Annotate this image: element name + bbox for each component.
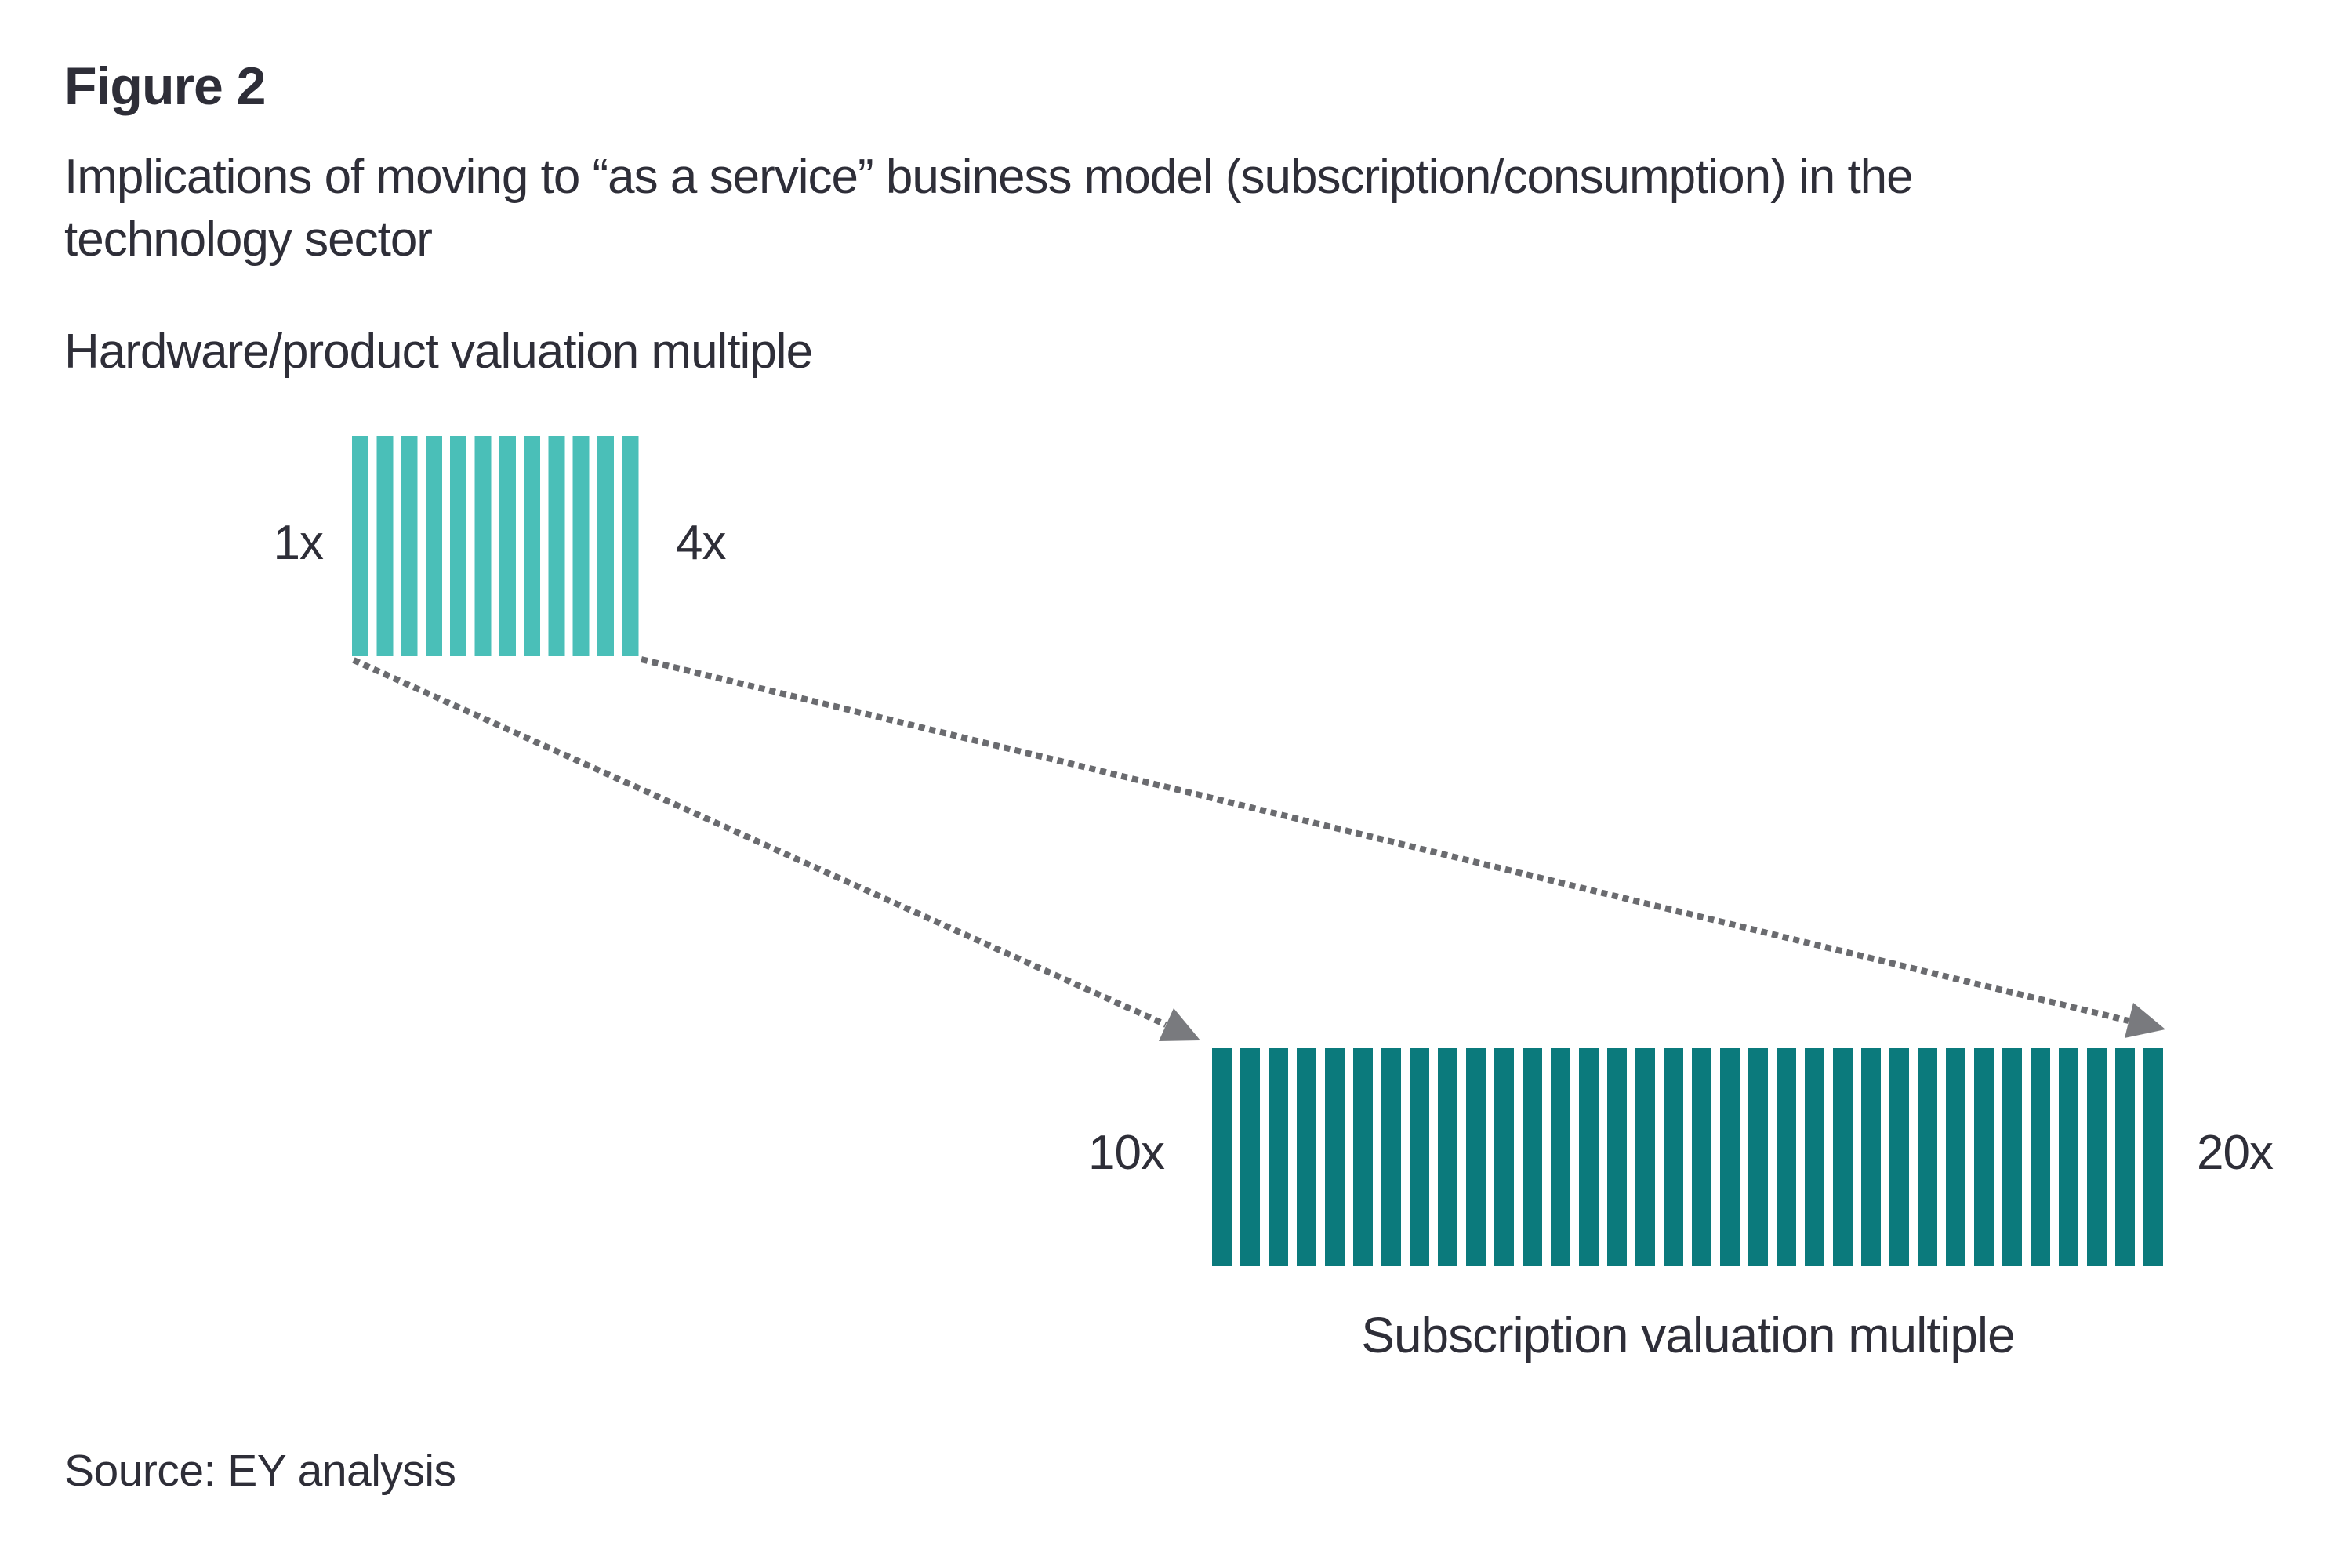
subscription-max-label: 20x	[2197, 1126, 2274, 1180]
figure-number: Figure 2	[64, 56, 266, 116]
subscription-min-label: 10x	[1088, 1126, 1165, 1180]
hardware-valuation-block	[352, 436, 639, 656]
arrowhead-lower-icon	[1159, 1008, 1200, 1041]
dotted-connector-lower	[352, 657, 1167, 1028]
subscription-valuation-block	[1212, 1048, 2164, 1266]
subscription-axis-label: Subscription valuation multiple	[1361, 1307, 2015, 1363]
hardware-min-label: 1x	[273, 516, 324, 570]
figure-title: Implications of moving to “as a service”…	[64, 146, 1914, 271]
figure-title-line1: Implications of moving to “as a service”…	[64, 150, 1914, 204]
hardware-max-label: 4x	[676, 516, 726, 570]
figure-title-line2: technology sector	[64, 212, 433, 267]
source-note: Source: EY analysis	[64, 1446, 456, 1496]
arrowhead-upper-icon	[2125, 1003, 2165, 1038]
hardware-axis-label: Hardware/product valuation multiple	[64, 325, 813, 379]
dotted-connector-upper	[641, 656, 2129, 1024]
